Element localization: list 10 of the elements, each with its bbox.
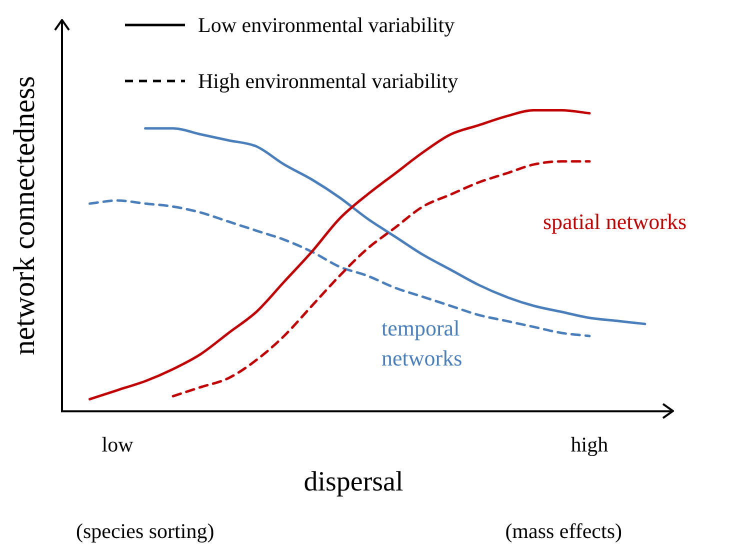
- x-tick-label: low: [102, 432, 134, 456]
- text: High environmental variability: [198, 68, 458, 94]
- annotation: temporal networks: [381, 315, 462, 370]
- y-axis-title: network connectedness: [8, 76, 41, 356]
- text: (mass effects): [505, 519, 622, 544]
- annotation: spatial networks: [542, 209, 687, 234]
- text: (species sorting): [76, 519, 214, 544]
- x-axis-title: dispersal: [304, 466, 404, 498]
- text: Low environmental variability: [198, 12, 455, 38]
- x-tick-label: high: [570, 432, 609, 456]
